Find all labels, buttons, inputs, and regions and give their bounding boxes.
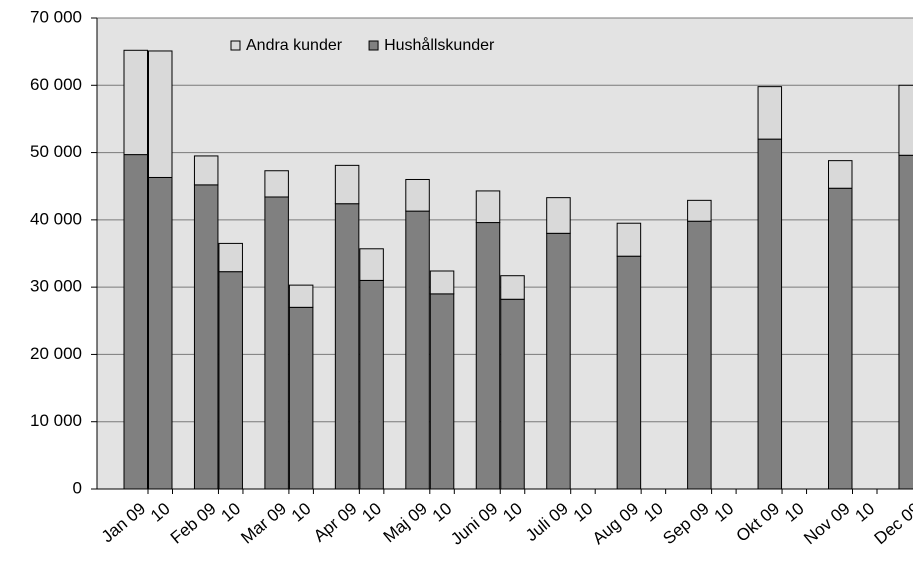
bar-segment xyxy=(405,210,430,490)
bar-segment xyxy=(193,155,219,186)
x-tick-label: Okt 09 xyxy=(733,499,784,546)
x-tick-label: Apr 09 xyxy=(310,499,361,546)
bar-segment xyxy=(334,164,360,205)
bar-segment xyxy=(405,178,430,212)
x-tick-label: 10 xyxy=(640,499,667,526)
bar-segment xyxy=(616,255,642,490)
bar-segment xyxy=(546,232,571,490)
x-tick-label: Aug 09 xyxy=(589,499,642,548)
x-tick-label: 10 xyxy=(851,499,878,526)
x-tick-label: 10 xyxy=(570,499,597,526)
x-tick-label: Dec 09 xyxy=(871,499,913,548)
y-tick-label: 40 000 xyxy=(30,209,82,228)
x-tick-label: Jan 09 xyxy=(98,499,149,546)
bar-segment xyxy=(334,203,360,490)
x-tick-label: Nov 09 xyxy=(800,499,853,548)
y-tick-label: 30 000 xyxy=(30,277,82,296)
x-tick-label: Juli 09 xyxy=(522,499,572,545)
bar-segment xyxy=(288,306,314,490)
y-tick-label: 20 000 xyxy=(30,344,82,363)
bar-segment xyxy=(898,154,913,490)
bar-segment xyxy=(616,222,642,257)
bar-segment xyxy=(500,275,525,300)
x-tick-label: 10 xyxy=(429,499,456,526)
y-tick-label: 10 000 xyxy=(30,411,82,430)
bar-segment xyxy=(288,284,314,308)
y-tick-label: 70 000 xyxy=(30,7,82,26)
bar-segment xyxy=(148,176,173,490)
x-tick-label: Feb 09 xyxy=(167,499,220,548)
x-tick-label: 10 xyxy=(781,499,808,526)
bar-segment xyxy=(359,248,384,281)
x-tick-label: Sep 09 xyxy=(659,499,712,548)
bar-segment xyxy=(828,187,853,490)
x-tick-label: Mar 09 xyxy=(237,499,290,548)
bar-segment xyxy=(148,50,173,178)
bar-segment xyxy=(500,298,525,490)
x-tick-label: 10 xyxy=(217,499,244,526)
x-tick-label: 10 xyxy=(499,499,526,526)
bar-segment xyxy=(429,293,455,490)
bar-segment xyxy=(264,196,289,490)
bar-segment xyxy=(264,170,289,198)
bar-segment xyxy=(546,197,571,234)
x-tick-label: 10 xyxy=(147,499,174,526)
bar-segment xyxy=(687,220,712,490)
bar-segment xyxy=(475,222,501,490)
x-tick-label: Juni 09 xyxy=(447,499,501,549)
bar-segment xyxy=(898,84,913,156)
x-tick-label: 10 xyxy=(358,499,385,526)
bar-segment xyxy=(757,138,783,490)
x-tick-label: 10 xyxy=(711,499,738,526)
legend-label: Andra kunder xyxy=(246,37,343,54)
legend-label: Hushållskunder xyxy=(384,36,495,54)
bar-segment xyxy=(828,160,853,189)
bar-segment xyxy=(757,86,783,140)
bar-segment xyxy=(475,190,501,224)
x-tick-label: Maj 09 xyxy=(380,499,431,546)
y-tick-label: 0 xyxy=(73,478,82,497)
bar-segment xyxy=(429,270,455,295)
legend-swatch xyxy=(368,40,379,51)
y-tick-label: 60 000 xyxy=(30,75,82,94)
bar-segment xyxy=(193,184,219,490)
bar-segment xyxy=(218,271,243,490)
legend-swatch xyxy=(230,40,241,51)
bar-segment xyxy=(123,154,148,490)
bar-segment xyxy=(218,242,243,273)
y-tick-label: 50 000 xyxy=(30,142,82,161)
x-tick-label: 10 xyxy=(288,499,315,526)
bar-segment xyxy=(359,279,384,490)
bar-segment xyxy=(123,49,148,156)
bar-segment xyxy=(687,199,712,222)
